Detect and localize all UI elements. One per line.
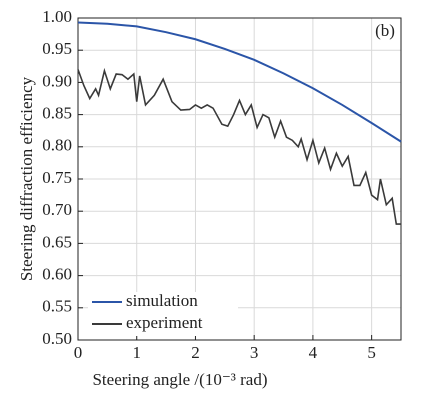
y-tick-label: 0.65	[42, 232, 72, 251]
x-tick-label: 3	[250, 343, 259, 362]
series-line	[77, 67, 401, 225]
x-axis-label: Steering angle /(10⁻³ rad)	[92, 370, 267, 389]
y-tick-label: 0.85	[42, 104, 72, 123]
x-tick-label: 1	[132, 343, 141, 362]
x-tick-label: 0	[74, 343, 83, 362]
x-tick-label: 4	[309, 343, 318, 362]
legend-bg	[88, 292, 238, 314]
series-line	[77, 21, 402, 143]
y-tick-label: 0.55	[42, 297, 72, 316]
plot-frame	[77, 17, 402, 341]
legend-label: simulation	[126, 291, 198, 310]
y-tick-label: 1.00	[42, 7, 72, 26]
y-tick-label: 0.75	[42, 168, 72, 187]
x-tick-label: 2	[191, 343, 200, 362]
y-tick-label: 0.90	[42, 71, 72, 90]
y-tick-label: 0.70	[42, 200, 72, 219]
y-tick-label: 0.50	[42, 329, 72, 348]
y-tick-label: 0.80	[42, 136, 72, 155]
legend-bg	[88, 314, 238, 336]
y-tick-label: 0.60	[42, 265, 72, 284]
y-tick-label: 0.95	[42, 39, 72, 58]
legend-label: experiment	[126, 313, 203, 332]
x-tick-label: 5	[367, 343, 376, 362]
annotation: (b)	[375, 21, 395, 40]
y-axis-label: Steering diffraction efficiency	[17, 76, 36, 281]
